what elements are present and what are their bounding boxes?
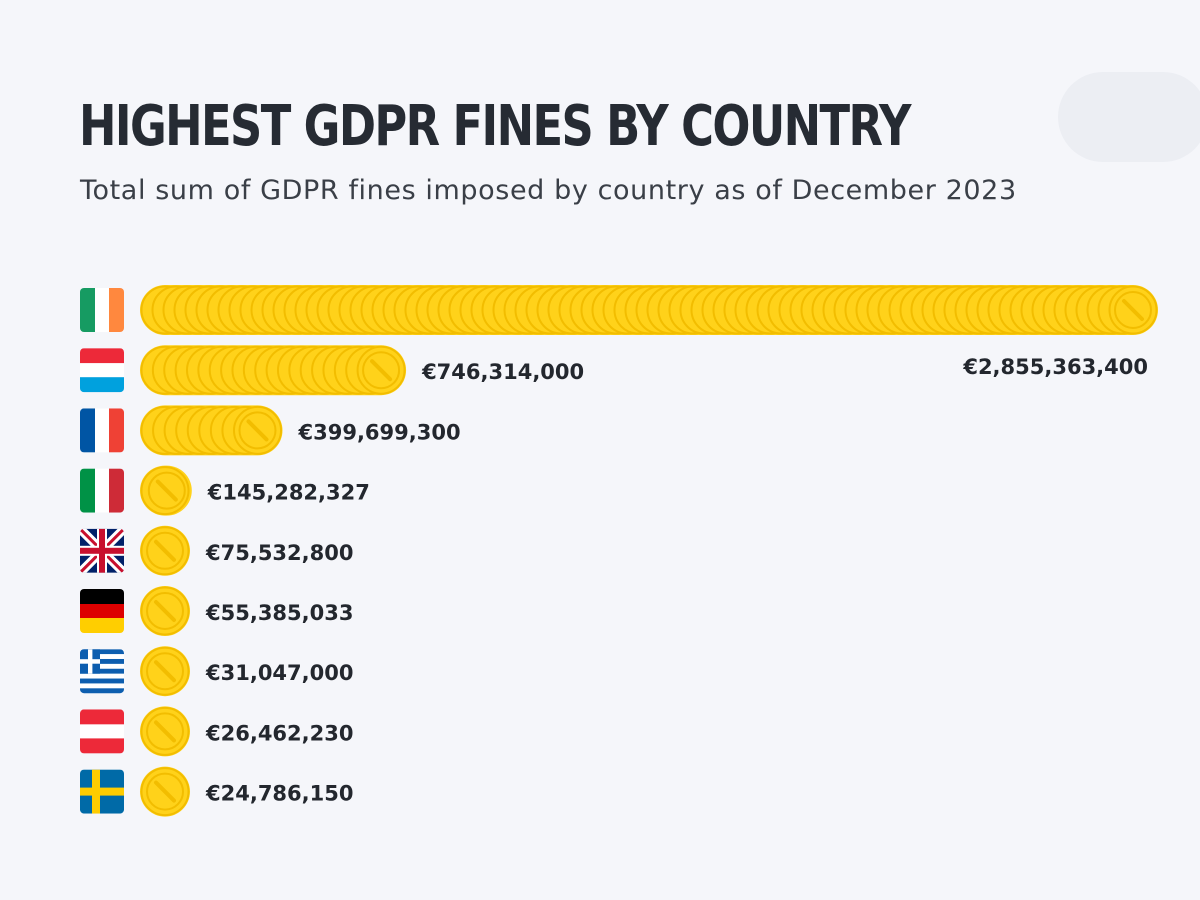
bar-luxembourg <box>140 345 407 396</box>
italy-flag <box>80 468 124 513</box>
value-label-united-kingdom: €75,532,800 <box>205 541 353 565</box>
chart-subtitle: Total sum of GDPR fines imposed by count… <box>80 175 1017 206</box>
value-label-ireland: €2,855,363,400 <box>962 355 1148 379</box>
ireland-flag <box>80 288 124 332</box>
austria-flag <box>80 709 124 754</box>
value-label-france: €399,699,300 <box>298 420 461 444</box>
bar-ireland <box>140 285 1158 335</box>
united-kingdom-flag <box>80 528 124 573</box>
value-label-italy: €145,282,327 <box>207 481 370 505</box>
bar-italy <box>140 465 192 516</box>
background-decoration <box>1058 72 1200 162</box>
chart-title: HIGHEST GDPR FINES BY COUNTRY <box>79 94 911 159</box>
value-label-austria: €26,462,230 <box>205 721 353 745</box>
bar-austria <box>140 706 190 757</box>
bar-france <box>140 405 283 456</box>
bars-layer <box>140 285 1158 817</box>
bar-germany <box>140 586 190 636</box>
germany-flag <box>80 589 124 633</box>
value-label-luxembourg: €746,314,000 <box>421 360 584 384</box>
value-label-germany: €55,385,033 <box>205 601 353 625</box>
greece-flag <box>80 649 124 694</box>
value-label-greece: €31,047,000 <box>205 661 353 685</box>
bar-sweden <box>140 766 190 817</box>
france-flag <box>80 408 124 453</box>
flags-layer <box>80 288 124 814</box>
bar-greece <box>140 646 190 697</box>
bar-united-kingdom <box>140 525 190 576</box>
value-labels-layer: €2,855,363,400 €746,314,000 €399,699,300 €1… <box>205 355 1148 806</box>
value-label-sweden: €24,786,150 <box>205 782 353 806</box>
luxembourg-flag <box>80 348 124 393</box>
sweden-flag <box>80 769 124 814</box>
